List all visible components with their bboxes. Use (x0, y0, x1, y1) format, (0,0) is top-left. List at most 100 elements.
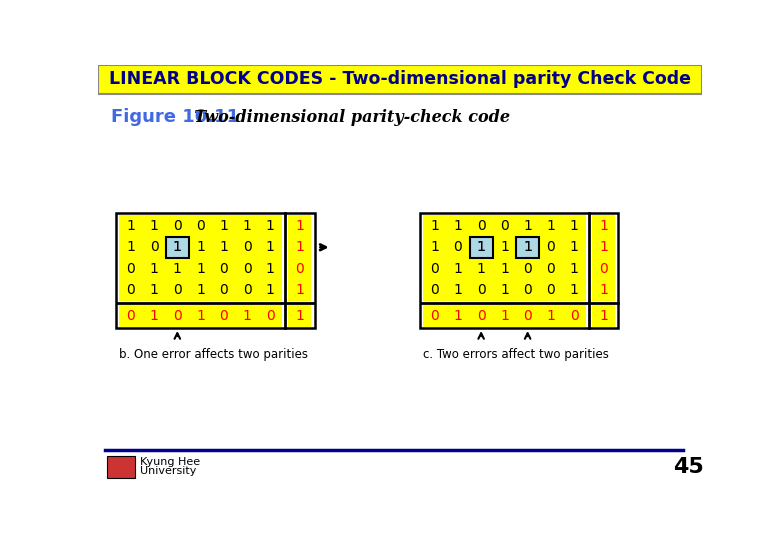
Text: 0: 0 (173, 219, 182, 233)
Bar (116, 213, 314, 328)
Text: 0: 0 (219, 262, 229, 276)
Bar (423, 215, 586, 237)
Text: 0: 0 (296, 262, 304, 276)
Text: 1: 1 (599, 309, 608, 323)
Text: 1: 1 (243, 219, 251, 233)
Text: 0: 0 (500, 219, 509, 233)
Text: 0: 0 (197, 219, 205, 233)
Text: 0: 0 (243, 284, 251, 298)
Text: 1: 1 (266, 262, 275, 276)
Text: 1: 1 (569, 219, 579, 233)
Text: 0: 0 (243, 240, 251, 254)
Text: 0: 0 (599, 262, 608, 276)
Text: 0: 0 (150, 240, 158, 254)
Text: 1: 1 (266, 219, 275, 233)
Text: 1: 1 (477, 262, 486, 276)
Text: 1: 1 (243, 309, 251, 323)
Text: 0: 0 (523, 284, 532, 298)
Bar (423, 237, 586, 258)
Bar (288, 280, 311, 301)
Text: 0: 0 (547, 240, 555, 254)
Text: 1: 1 (150, 309, 158, 323)
Text: 0: 0 (126, 262, 135, 276)
Text: 1: 1 (500, 309, 509, 323)
Text: 0: 0 (477, 284, 485, 298)
Text: 0: 0 (173, 309, 182, 323)
Bar (470, 237, 493, 258)
Text: 0: 0 (126, 284, 135, 298)
Text: 0: 0 (431, 284, 439, 298)
Text: LINEAR BLOCK CODES - Two-dimensional parity Check Code: LINEAR BLOCK CODES - Two-dimensional par… (108, 70, 691, 89)
Text: 0: 0 (266, 309, 275, 323)
Text: 1: 1 (150, 219, 158, 233)
Text: 1: 1 (453, 262, 463, 276)
Text: 1: 1 (547, 219, 555, 233)
Bar (592, 215, 615, 237)
Text: 1: 1 (431, 219, 439, 233)
Bar (288, 305, 311, 327)
Bar (592, 258, 615, 280)
Text: 1: 1 (523, 240, 532, 254)
Text: 45: 45 (672, 457, 704, 477)
Text: 1: 1 (173, 262, 182, 276)
Bar (592, 280, 615, 301)
Bar (119, 280, 282, 301)
Bar (98, 65, 702, 94)
Text: 0: 0 (219, 309, 229, 323)
Text: 1: 1 (196, 240, 205, 254)
Text: 0: 0 (173, 284, 182, 298)
Text: 0: 0 (126, 309, 135, 323)
Text: c. Two errors affect two parities: c. Two errors affect two parities (423, 348, 609, 361)
Bar (423, 258, 586, 280)
Text: 1: 1 (599, 219, 608, 233)
Bar (119, 305, 282, 327)
Bar (423, 305, 586, 327)
Text: 0: 0 (243, 262, 251, 276)
Text: 1: 1 (126, 219, 135, 233)
Text: 1: 1 (296, 309, 304, 323)
Text: 1: 1 (569, 284, 579, 298)
Text: 1: 1 (296, 240, 304, 254)
Text: 1: 1 (173, 240, 182, 254)
Text: 1: 1 (219, 240, 229, 254)
Text: 1: 1 (196, 309, 205, 323)
Text: 0: 0 (569, 309, 579, 323)
Text: 1: 1 (431, 240, 439, 254)
Text: 0: 0 (523, 309, 532, 323)
Text: 1: 1 (219, 219, 229, 233)
Text: 1: 1 (547, 309, 555, 323)
Text: 1: 1 (569, 262, 579, 276)
Text: 0: 0 (547, 262, 555, 276)
Text: 1: 1 (266, 284, 275, 298)
Text: 1: 1 (477, 240, 486, 254)
Text: 1: 1 (500, 284, 509, 298)
Text: 1: 1 (150, 284, 158, 298)
Text: Two-dimensional parity-check code: Two-dimensional parity-check code (183, 109, 510, 126)
Text: 0: 0 (547, 284, 555, 298)
Text: 1: 1 (569, 240, 579, 254)
Bar (165, 237, 189, 258)
Text: 1: 1 (150, 262, 158, 276)
Bar (107, 456, 135, 477)
Bar (592, 305, 615, 327)
Bar (119, 258, 282, 280)
Bar (288, 215, 311, 237)
Bar (119, 215, 282, 237)
Bar (288, 258, 311, 280)
Text: 1: 1 (453, 309, 463, 323)
Text: 0: 0 (431, 309, 439, 323)
Text: 1: 1 (126, 240, 135, 254)
Text: University: University (140, 467, 197, 476)
Text: 1: 1 (500, 262, 509, 276)
Bar (288, 237, 311, 258)
Text: 1: 1 (523, 219, 532, 233)
Bar (423, 280, 586, 301)
Text: 0: 0 (523, 262, 532, 276)
Text: 1: 1 (453, 219, 463, 233)
Bar (592, 237, 615, 258)
Text: Figure 10.11: Figure 10.11 (112, 108, 239, 126)
Text: 1: 1 (196, 284, 205, 298)
Text: 1: 1 (453, 284, 463, 298)
Text: 1: 1 (196, 262, 205, 276)
Text: 1: 1 (599, 284, 608, 298)
